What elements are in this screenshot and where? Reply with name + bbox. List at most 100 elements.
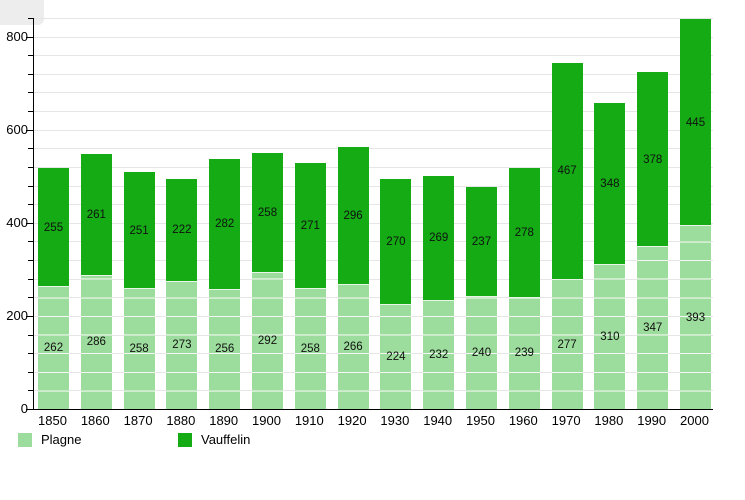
bar-1890-plagne-segment [209, 289, 241, 409]
x-axis-label: 1920 [337, 413, 367, 428]
gridline [34, 55, 713, 57]
y-axis-tick [28, 73, 33, 75]
gridline [34, 73, 713, 75]
gridline [34, 18, 713, 19]
bar-1860-plagne-segment [80, 275, 112, 409]
y-axis-tick [28, 92, 33, 94]
bar-1880-plagne-segment [166, 281, 198, 409]
bar-1910-plagne-segment [294, 288, 326, 409]
gridline [34, 278, 713, 280]
legend-item-vauffelin: Vauffelin [178, 432, 250, 447]
x-axis-label: 1940 [423, 413, 453, 428]
y-axis-tick [28, 334, 33, 336]
gridline [34, 390, 713, 392]
bar-1950-plagne-segment [466, 297, 497, 409]
bar-2000-vauffelin-segment [680, 18, 711, 227]
x-axis-label: 1860 [80, 413, 110, 428]
corner-artifact [0, 0, 44, 25]
y-axis-tick [28, 390, 33, 392]
bar-1990-plagne-segment [637, 247, 669, 409]
bar-1900-vauffelin-segment [252, 153, 283, 274]
x-axis-label: 1870 [123, 413, 153, 428]
plagne-legend-label: Plagne [41, 432, 82, 447]
gridline [34, 36, 713, 38]
bar-1880-vauffelin-segment [166, 178, 198, 282]
bar-1920-plagne-segment [337, 285, 369, 409]
plagne-legend-swatch [18, 432, 32, 447]
bar-1970-vauffelin-segment [551, 62, 583, 281]
bar-1960-vauffelin-segment [508, 168, 540, 298]
gridline [34, 297, 713, 299]
gridline [34, 260, 713, 262]
gridline [34, 92, 713, 94]
y-axis-tick [28, 111, 33, 113]
y-axis-tick [28, 297, 33, 299]
x-axis-label: 1880 [166, 413, 196, 428]
bar-1910-vauffelin-segment [294, 162, 326, 289]
gridline [34, 148, 713, 150]
legend-item-plagne: Plagne [18, 432, 81, 447]
y-axis-label: 800 [6, 28, 28, 44]
bar-1990-vauffelin-segment [637, 71, 669, 248]
plot-area: 262 255 286 261 258 251 273 222 256 282 292 258 258 2… [33, 18, 713, 410]
gridline [34, 371, 713, 373]
bar-1850-vauffelin-segment [38, 168, 69, 288]
bar-1950-vauffelin-segment [466, 186, 497, 298]
y-axis-tick [28, 185, 33, 187]
bar-1930-vauffelin-segment [380, 179, 412, 305]
gridline [34, 166, 713, 168]
y-axis-label: 0 [20, 401, 28, 416]
x-axis-label: 1930 [380, 413, 410, 428]
x-axis-label: 1990 [637, 413, 667, 428]
bar-1940-vauffelin-segment [423, 175, 455, 302]
y-axis-label: 400 [6, 214, 28, 230]
x-axis-label: 1850 [38, 413, 67, 428]
x-axis-label: 1910 [294, 413, 324, 428]
vauffelin-legend-label: Vauffelin [201, 432, 251, 447]
bar-1870-vauffelin-segment [123, 172, 155, 289]
y-axis-label: 200 [6, 307, 28, 323]
y-axis-tick [26, 222, 33, 224]
x-axis-label: 1980 [594, 413, 624, 428]
bar-1870-plagne-segment [123, 288, 155, 409]
gridline [34, 185, 713, 187]
y-axis-tick [26, 315, 33, 317]
y-axis-tick [28, 260, 33, 262]
y-axis-tick [26, 409, 33, 410]
y-axis-tick [28, 148, 33, 150]
bar-1860-vauffelin-segment [80, 154, 112, 276]
gridline [34, 353, 713, 355]
y-axis-tick [28, 18, 33, 19]
y-axis-tick [28, 166, 33, 168]
gridline [34, 204, 713, 206]
x-axis-label: 1890 [209, 413, 239, 428]
bar-1940-plagne-segment [423, 301, 455, 409]
bar-1980-plagne-segment [594, 264, 626, 409]
bar-1980-vauffelin-segment [594, 102, 626, 265]
bar-1930-plagne-segment [380, 304, 412, 409]
x-axis-label: 2000 [680, 413, 709, 428]
x-axis-label: 1960 [508, 413, 538, 428]
y-axis-tick [28, 241, 33, 243]
bar-1900-plagne-segment [252, 273, 283, 409]
y-axis-tick [28, 278, 33, 280]
bar-1960-plagne-segment [508, 297, 540, 409]
y-axis-label: 600 [6, 121, 28, 137]
gridline [34, 222, 713, 224]
x-axis-label: 1970 [551, 413, 581, 428]
gridline [34, 111, 713, 113]
y-axis-tick [28, 353, 33, 355]
x-axis-label: 1950 [466, 413, 495, 428]
bar-1970-plagne-segment [551, 280, 583, 409]
vauffelin-legend-swatch [178, 432, 192, 447]
gridline [34, 241, 713, 243]
y-axis-tick [28, 55, 33, 57]
y-axis-tick [28, 204, 33, 206]
bar-1920-vauffelin-segment [337, 147, 369, 286]
bar-2000-plagne-segment [680, 226, 711, 409]
y-axis-tick [26, 36, 33, 38]
bar-1890-vauffelin-segment [209, 158, 241, 290]
y-axis-tick [26, 129, 33, 131]
gridline [34, 315, 713, 317]
